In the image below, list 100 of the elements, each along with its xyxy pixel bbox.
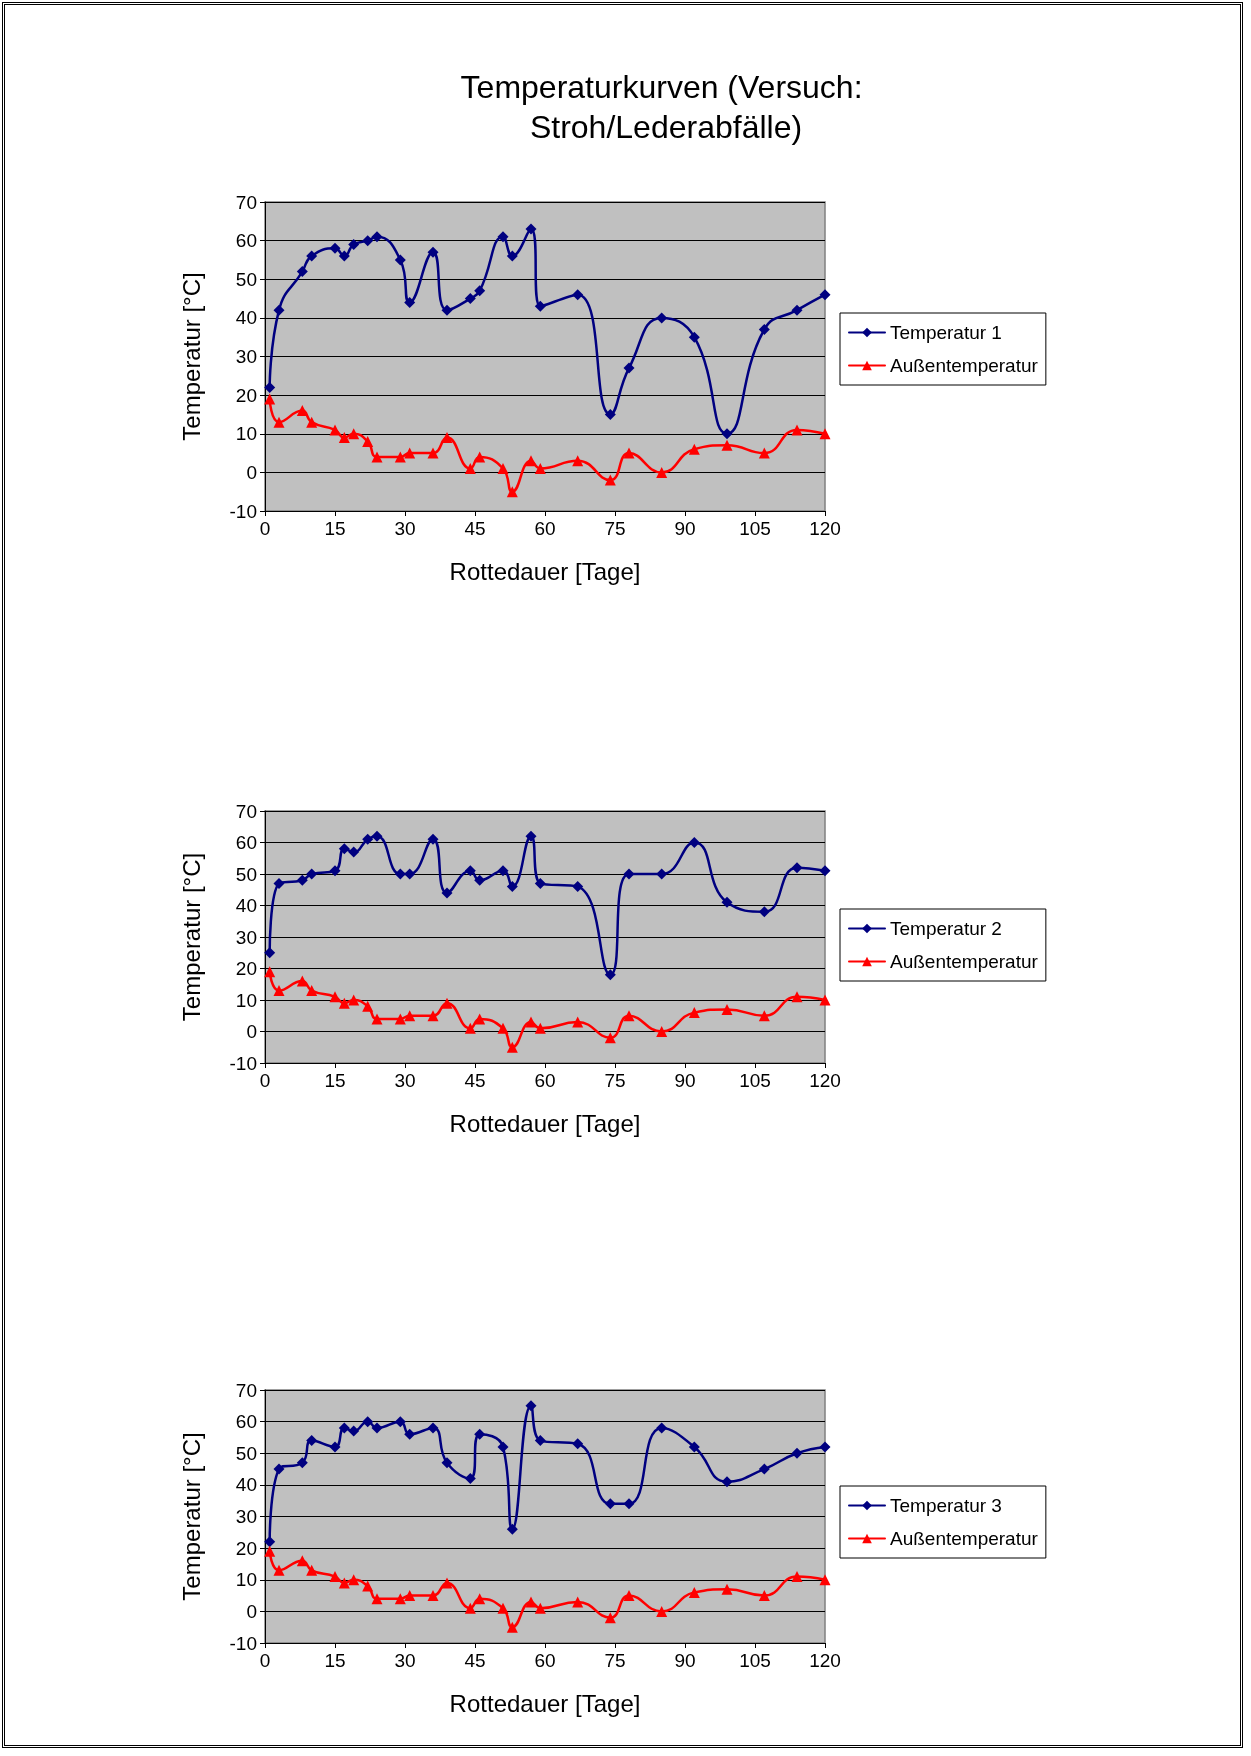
point <box>348 428 360 440</box>
point <box>791 991 803 1003</box>
x-tick-label: 60 <box>534 518 556 539</box>
point <box>819 994 831 1006</box>
point <box>338 1577 350 1589</box>
x-tick-label: 120 <box>809 1070 841 1091</box>
x-tick-label: 90 <box>674 1070 696 1091</box>
point <box>338 843 350 855</box>
y-tick-label: 60 <box>235 832 257 853</box>
point <box>604 969 616 981</box>
y-axis-title: Temperatur [°C] <box>177 1432 205 1601</box>
x-tick-label: 120 <box>809 518 841 539</box>
point <box>427 1590 439 1602</box>
y-tick-label: 10 <box>235 1569 257 1591</box>
point <box>273 1564 285 1576</box>
point <box>371 830 383 842</box>
y-tick-label: 20 <box>235 1537 257 1559</box>
y-tick-label: 20 <box>235 384 257 406</box>
point <box>688 1441 700 1453</box>
point <box>534 300 546 312</box>
point <box>572 455 584 467</box>
y-tick-label: -10 <box>229 1632 257 1654</box>
point <box>441 1457 453 1469</box>
point <box>604 1612 616 1624</box>
point <box>525 1016 537 1028</box>
point <box>296 1555 308 1567</box>
y-tick-label: -10 <box>229 500 257 522</box>
point <box>362 235 374 247</box>
point <box>474 1593 486 1605</box>
point <box>329 242 341 254</box>
point <box>394 451 406 463</box>
point <box>362 1580 374 1592</box>
point <box>819 1441 831 1453</box>
point <box>329 865 341 877</box>
point <box>441 997 453 1009</box>
point <box>306 250 318 262</box>
point <box>474 451 486 463</box>
x-tick-label: 0 <box>259 1650 271 1671</box>
y-tick-label: 60 <box>235 1411 257 1433</box>
point <box>427 447 439 459</box>
point <box>404 1010 416 1022</box>
point <box>572 1016 584 1028</box>
point <box>441 304 453 316</box>
point <box>758 1590 770 1602</box>
point <box>688 443 700 455</box>
point <box>506 1523 518 1535</box>
point <box>394 1593 406 1605</box>
point <box>819 428 831 440</box>
y-tick-label: 70 <box>235 1379 257 1401</box>
point <box>404 447 416 459</box>
point <box>525 223 537 235</box>
point <box>338 432 350 444</box>
point <box>306 416 318 428</box>
point <box>348 1425 360 1437</box>
point <box>623 362 635 374</box>
x-tick-label: 75 <box>604 1070 626 1091</box>
point <box>306 985 318 997</box>
point <box>348 994 360 1006</box>
point <box>264 1545 276 1557</box>
x-tick-label: 15 <box>324 1650 346 1671</box>
point <box>604 1032 616 1044</box>
point <box>525 1596 537 1608</box>
point <box>404 868 416 880</box>
point <box>329 1571 341 1583</box>
point <box>273 985 285 997</box>
point <box>791 862 803 874</box>
x-tick-label: 105 <box>739 1070 771 1091</box>
point <box>404 1590 416 1602</box>
point <box>572 1438 584 1450</box>
y-tick-label: 30 <box>235 346 257 367</box>
point <box>506 486 518 498</box>
legend-label: Temperatur 3 <box>890 1495 1002 1516</box>
y-tick-label: 70 <box>235 800 257 822</box>
point <box>264 393 276 405</box>
point <box>758 1010 770 1022</box>
y-axis-title: Temperatur [°C] <box>177 852 205 1022</box>
point <box>497 865 509 877</box>
point <box>656 1422 668 1434</box>
point <box>497 1441 509 1453</box>
point <box>688 331 700 343</box>
point <box>464 1022 476 1034</box>
point <box>656 1026 668 1037</box>
point <box>296 266 308 278</box>
point <box>474 285 486 297</box>
x-tick-label: 0 <box>259 518 271 539</box>
chart-title: Temperaturkurven (Versuch: Stroh/Lederabfälle) <box>460 69 872 145</box>
point <box>721 1583 733 1595</box>
y-tick-label: 40 <box>235 307 257 329</box>
point <box>427 833 439 845</box>
x-tick-label: 90 <box>674 1650 696 1671</box>
point <box>623 447 635 459</box>
point <box>506 1041 518 1053</box>
point <box>623 1590 635 1602</box>
point <box>819 1574 831 1586</box>
point <box>623 1010 635 1022</box>
point <box>525 455 537 467</box>
point <box>362 1000 374 1012</box>
point <box>497 463 509 475</box>
x-tick-label: 75 <box>604 518 626 539</box>
point <box>306 1435 318 1447</box>
